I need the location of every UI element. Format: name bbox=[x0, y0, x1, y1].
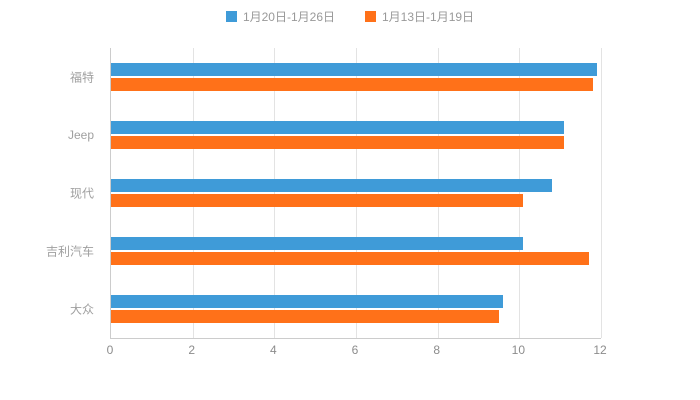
legend-swatch-blue bbox=[225, 11, 237, 22]
y-category-label: 福特 bbox=[69, 70, 94, 85]
gridline bbox=[601, 48, 602, 338]
bar-series2-福特 bbox=[111, 78, 593, 91]
bar-series2-吉利汽车 bbox=[111, 252, 589, 265]
gridline bbox=[192, 48, 194, 338]
gridline bbox=[519, 48, 521, 338]
x-tick-label: 12 bbox=[593, 343, 607, 357]
bar-series1-大众 bbox=[111, 295, 503, 308]
legend-label-series1: 1月20日-1月26日 bbox=[242, 10, 335, 24]
x-axis-ticks: 0 2 4 6 8 10 12 bbox=[106, 343, 607, 359]
y-category-label: 吉利汽车 bbox=[45, 244, 94, 259]
y-category-label: 大众 bbox=[69, 302, 94, 317]
bar-series2-现代 bbox=[111, 194, 524, 207]
legend-item-series1[interactable]: 1月20日-1月26日 bbox=[225, 8, 335, 25]
x-tick-label: 6 bbox=[351, 343, 359, 357]
x-tick-label: 4 bbox=[269, 343, 277, 357]
x-tick-label: 2 bbox=[188, 343, 195, 357]
plot-area bbox=[110, 48, 602, 339]
x-tick-label: 10 bbox=[511, 343, 526, 357]
x-tick-label: 0 bbox=[106, 343, 114, 357]
y-category-label: 现代 bbox=[69, 186, 94, 201]
bar-series1-Jeep bbox=[111, 121, 565, 134]
bar-series1-现代 bbox=[111, 179, 552, 192]
gridline bbox=[356, 48, 357, 338]
gridline bbox=[437, 48, 439, 338]
bar-series2-大众 bbox=[111, 310, 499, 323]
bar-series1-福特 bbox=[111, 63, 597, 76]
legend-swatch-orange bbox=[365, 11, 376, 22]
x-tick-label: 8 bbox=[433, 343, 440, 357]
legend: 1月20日-1月26日 1月13日-1月19日 bbox=[0, 8, 700, 25]
legend-item-series2[interactable]: 1月13日-1月19日 bbox=[365, 8, 474, 25]
y-category-label: Jeep bbox=[67, 128, 94, 142]
y-axis-labels: 福特 Jeep 现代吉利汽车大众 bbox=[0, 48, 102, 338]
gridline bbox=[274, 48, 276, 338]
bar-series2-Jeep bbox=[111, 136, 565, 149]
legend-label-series2: 1月13日-1月19日 bbox=[382, 10, 475, 24]
bar-series1-吉利汽车 bbox=[111, 237, 524, 250]
